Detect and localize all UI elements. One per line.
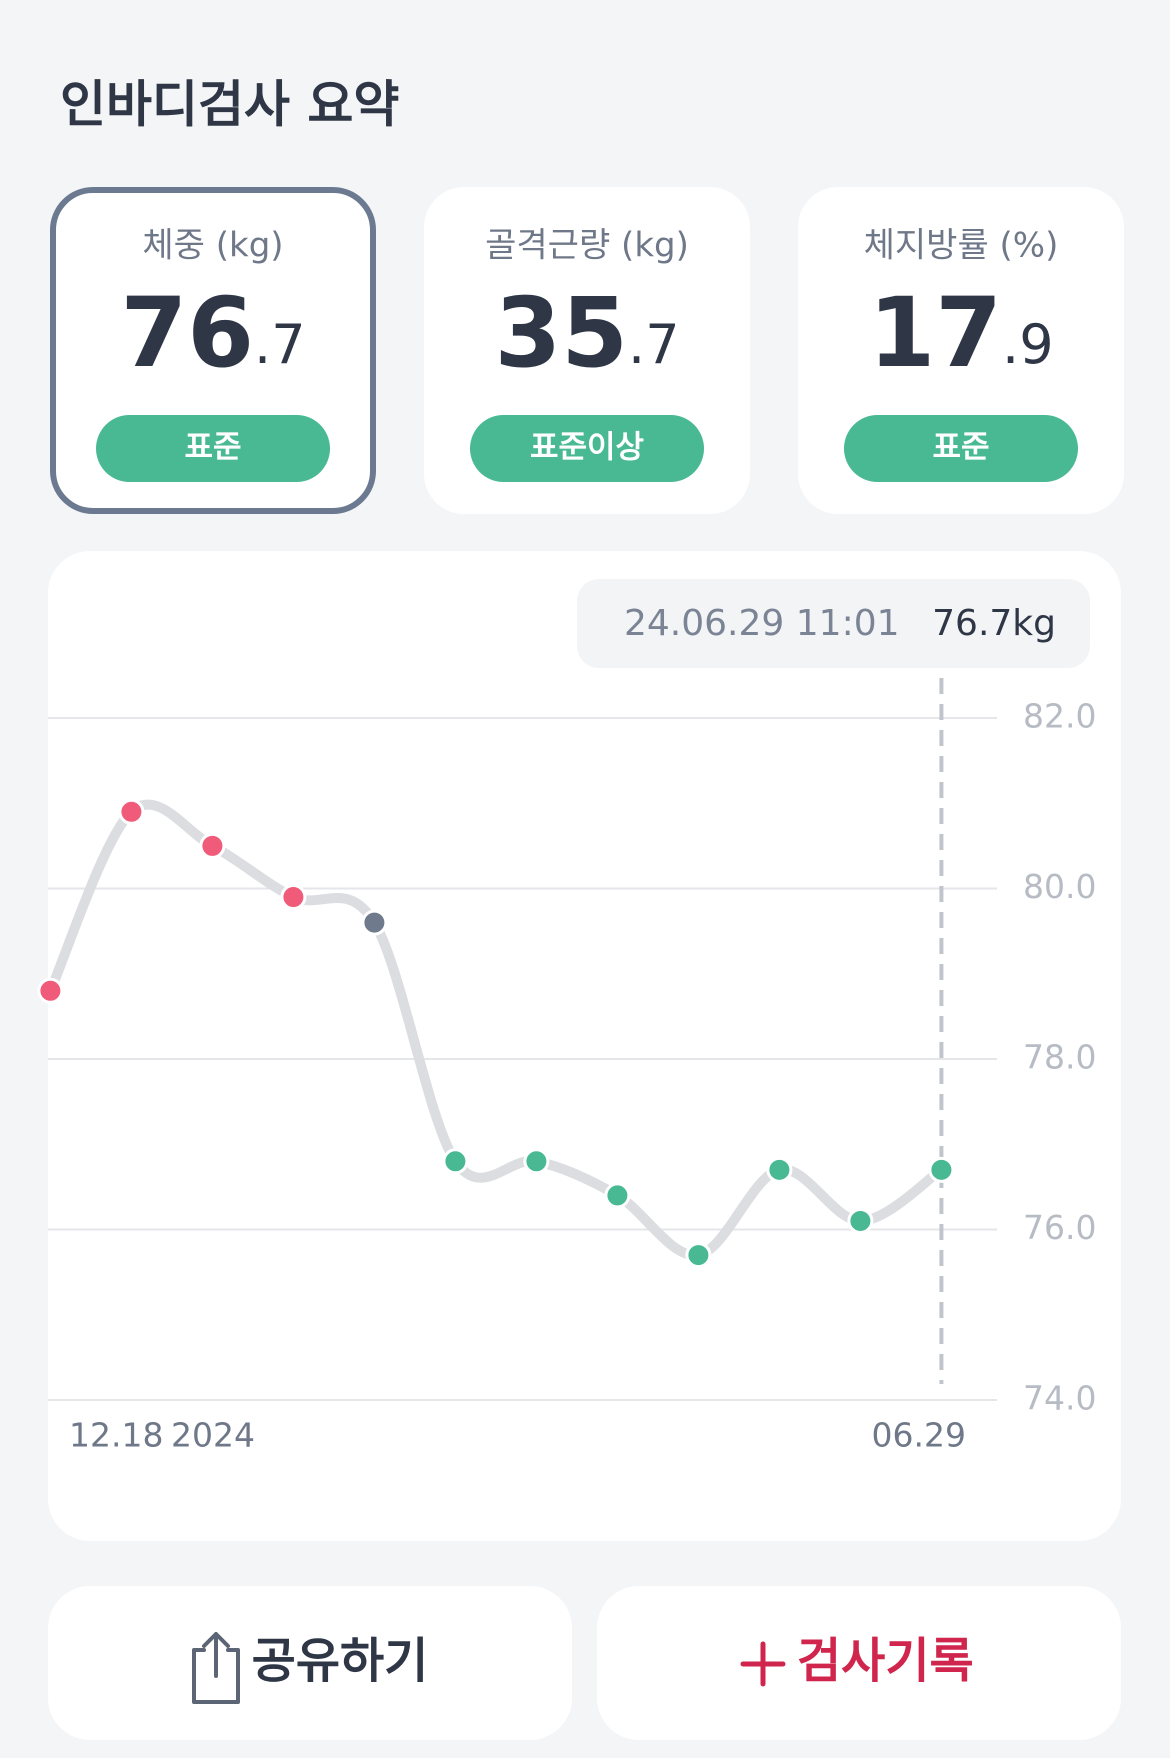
value-dec: .7 [254,313,306,376]
y-tick-label: 74.0 [1023,1379,1096,1418]
card-value: 35.7 [494,277,679,389]
data-point [118,798,145,825]
data-point [280,884,307,911]
data-point [37,977,64,1004]
value-dec: .7 [628,313,680,376]
share-icon [192,1632,240,1704]
status-label: 표준 [184,430,241,466]
value-int: 17 [868,277,1002,389]
tooltip-box [577,579,1090,668]
data-point [604,1182,631,1209]
share-button[interactable] [48,1586,572,1740]
y-tick-label: 76.0 [1023,1208,1096,1247]
record-label: 검사기록 [797,1633,974,1689]
data-point [766,1156,793,1183]
status-badge [470,415,704,482]
data-point [442,1148,469,1175]
y-tick-label: 80.0 [1023,867,1096,906]
status-badge [96,415,330,482]
card-label: 골격근량 (kg) [485,226,689,266]
value-int: 76 [120,277,254,389]
value-dec: .9 [1002,313,1054,376]
y-tick-label: 82.0 [1023,697,1096,736]
data-point [523,1148,550,1175]
card-label: 체중 (kg) [142,226,283,266]
status-label: 표준 [932,430,989,466]
tooltip-value: 76.7kg [932,603,1056,644]
card-label: 체지방률 (%) [864,226,1059,266]
data-point [199,832,226,859]
x-year-label: 2024 [171,1416,255,1455]
card-value: 76.7 [120,277,305,389]
value-int: 35 [494,277,628,389]
x-tick-label: 06.29 [872,1416,966,1455]
data-point [928,1156,955,1183]
data-point [361,909,388,936]
chart-card [48,551,1121,1541]
data-point [847,1207,874,1234]
status-label: 표준이상 [530,430,644,466]
record-button[interactable] [597,1586,1121,1740]
status-badge [844,415,1078,482]
y-tick-label: 78.0 [1023,1038,1096,1077]
plus-icon [740,1641,786,1687]
page-title: 인바디검사 요약 [60,76,399,134]
share-label: 공유하기 [252,1633,429,1689]
card-value: 17.9 [868,277,1053,389]
chart: 74.0 76.0 78.0 80.0 82.0 12.18 06.29 2024 [37,678,1096,1455]
tooltip-date: 24.06.29 11:01 [624,603,900,644]
data-point [685,1242,712,1269]
x-tick-label: 12.18 [69,1416,163,1455]
